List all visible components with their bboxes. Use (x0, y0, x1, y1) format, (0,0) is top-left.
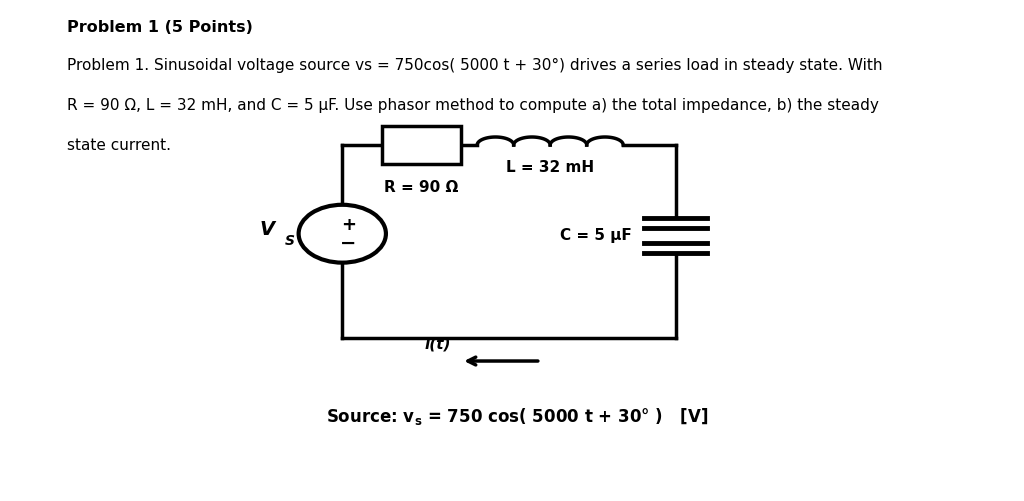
Text: V: V (260, 220, 274, 239)
Text: R = 90 Ω: R = 90 Ω (384, 180, 459, 195)
Text: state current.: state current. (67, 138, 171, 153)
Text: R = 90 Ω, L = 32 mH, and C = 5 μF. Use phasor method to compute a) the total imp: R = 90 Ω, L = 32 mH, and C = 5 μF. Use p… (67, 98, 879, 113)
Text: C = 5 μF: C = 5 μF (560, 228, 632, 243)
Text: i(t): i(t) (424, 336, 451, 351)
Text: S: S (285, 234, 295, 248)
Text: Problem 1. Sinusoidal voltage source vs = 750cos( 5000 t + 30°) drives a series : Problem 1. Sinusoidal voltage source vs … (67, 58, 882, 73)
Text: Source: $\mathbf{v_s}$ = 750 cos( 5000 t + 30° )   [V]: Source: $\mathbf{v_s}$ = 750 cos( 5000 t… (327, 406, 709, 427)
Text: −: − (340, 234, 356, 253)
Bar (382, 126, 461, 164)
Text: Problem 1 (5 Points): Problem 1 (5 Points) (67, 20, 253, 35)
Text: L = 32 mH: L = 32 mH (506, 160, 594, 175)
Text: +: + (341, 216, 356, 234)
